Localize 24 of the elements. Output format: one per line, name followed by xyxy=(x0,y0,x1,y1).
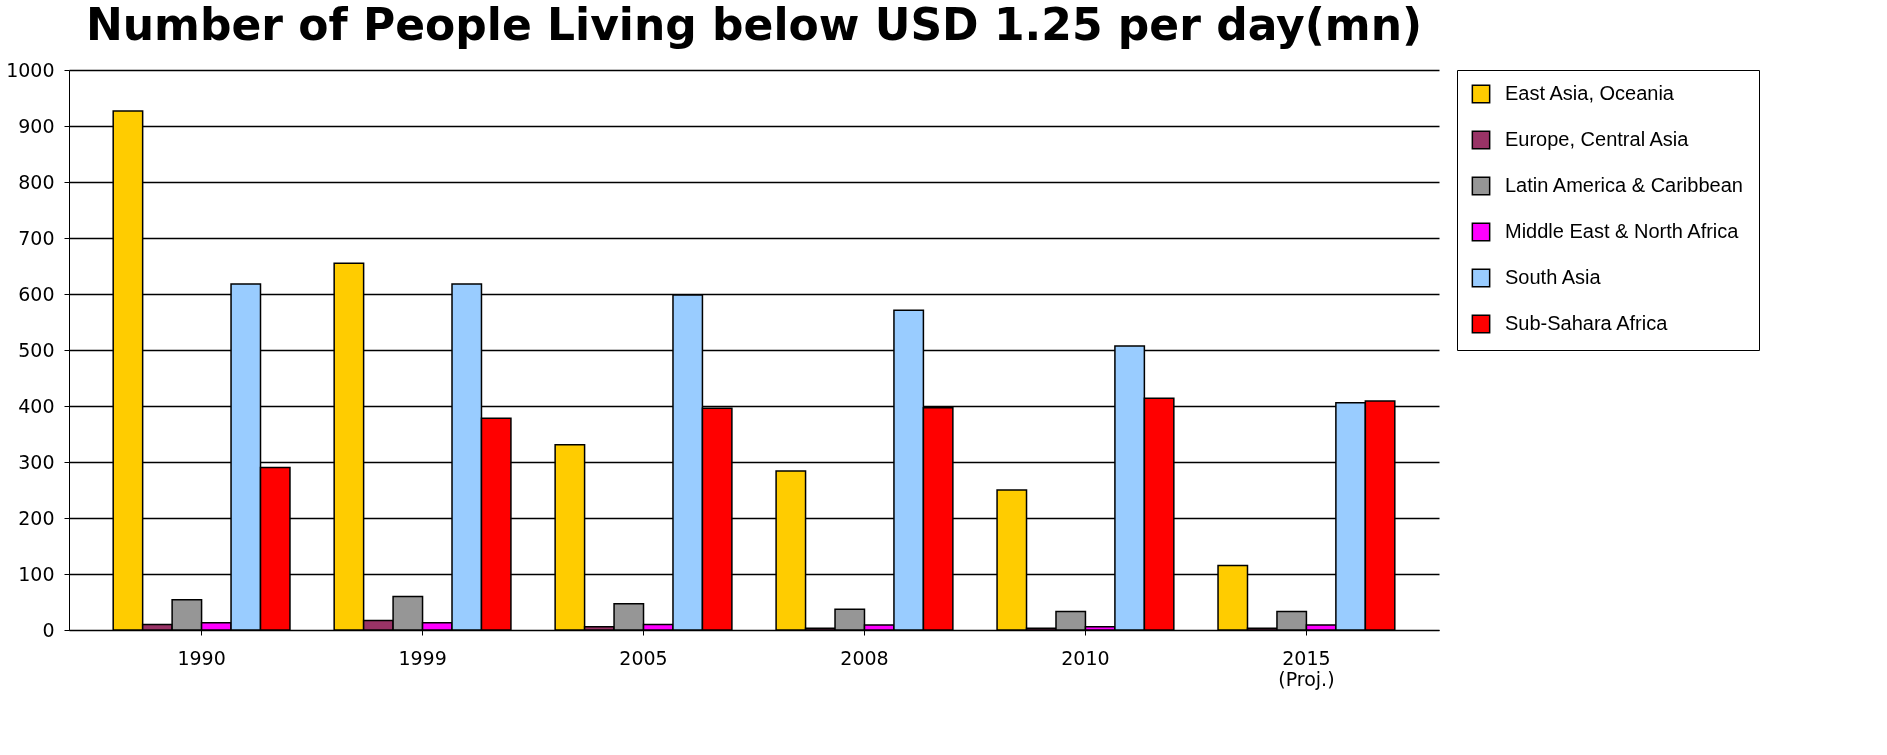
x-tick-label: 2010 xyxy=(1061,646,1110,669)
y-tick-label: 800 xyxy=(18,170,55,193)
x-tick-label: 2015 (Proj.) xyxy=(1278,646,1335,690)
legend-label: Middle East & North Africa xyxy=(1505,220,1740,242)
x-tick-label: 1999 xyxy=(398,646,447,669)
y-tick-label: 700 xyxy=(18,226,55,249)
chart-title: Number of People Living below USD 1.25 per day(mn) xyxy=(85,0,1423,50)
y-tick-label: 400 xyxy=(18,394,55,417)
y-tick-label: 600 xyxy=(18,282,55,305)
y-tick-label: 0 xyxy=(42,618,55,641)
y-tick-label: 100 xyxy=(18,562,55,585)
legend-label: South Asia xyxy=(1505,266,1602,288)
y-tick-label: 900 xyxy=(18,114,55,137)
y-tick-label: 500 xyxy=(18,338,55,361)
y-tick-label: 1000 xyxy=(6,58,55,81)
legend-label: Sub-Sahara Africa xyxy=(1505,312,1669,334)
legend-label: East Asia, Oceania xyxy=(1505,82,1675,104)
legend-label: Europe, Central Asia xyxy=(1505,128,1690,150)
y-tick-label: 200 xyxy=(18,506,55,529)
legend-label: Latin America & Caribbean xyxy=(1505,174,1743,196)
x-tick-label: 1990 xyxy=(177,646,226,669)
y-tick-label: 300 xyxy=(18,450,55,473)
x-tick-label: 2008 xyxy=(840,646,889,669)
x-tick-label: 2005 xyxy=(619,646,668,669)
